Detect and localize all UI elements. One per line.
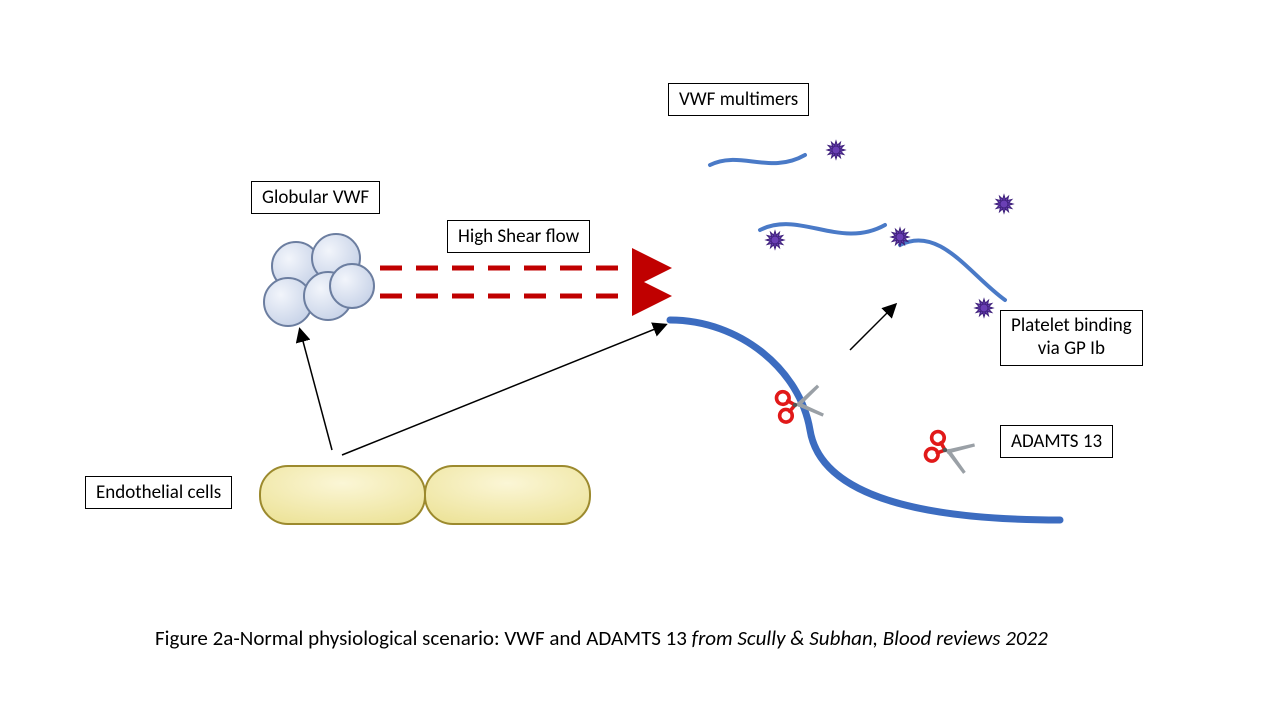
figure-caption: Figure 2a-Normal physiological scenario:… [155,625,1048,651]
caption-italic: from Scully & Subhan, Blood reviews 2022 [692,625,1048,651]
scissors-group [775,384,976,474]
caption-prefix: Figure 2a-Normal physiological scenario:… [155,625,692,651]
vwf-multimer-strands [710,155,1005,300]
label-platelet-binding: Platelet binding via GP Ib [1000,310,1143,366]
process-arrows [300,305,895,455]
label-platelet-binding-line2: via GP Ib [1038,337,1105,360]
platelet-icon [766,231,784,249]
label-adamts13: ADAMTS 13 [1000,425,1113,458]
label-endothelial-cells: Endothelial cells [85,476,232,509]
platelet-icon [975,299,993,317]
label-high-shear-flow: High Shear flow [447,220,590,253]
label-platelet-binding-line1: Platelet binding [1011,314,1132,337]
platelets [766,141,1013,317]
platelet-icon [827,141,845,159]
high-shear-flow-arrows [380,268,662,296]
scissors-icon [775,384,824,424]
label-vwf-multimers: VWF multimers [668,83,809,116]
endothelial-cell-shapes [260,466,590,524]
platelet-icon [995,195,1013,213]
label-globular-vwf: Globular VWF [251,181,380,214]
scissors-icon [923,429,976,475]
globular-vwf-shape [264,234,374,326]
platelet-icon [891,228,909,246]
